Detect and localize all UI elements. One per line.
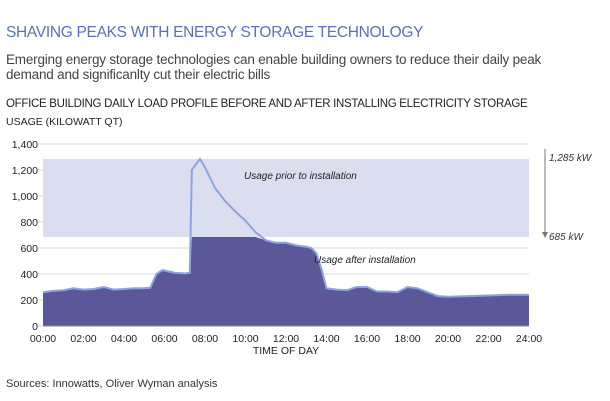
- x-tick-label: 24:00: [516, 333, 542, 345]
- x-tick-label: 10:00: [232, 333, 258, 345]
- series-label-after: Usage after installation: [314, 255, 416, 266]
- band-label-bottom: 685 kW: [549, 232, 584, 243]
- y-tick-label: 800: [20, 217, 38, 229]
- source-note: Sources: Innowatts, Oliver Wyman analysi…: [6, 378, 218, 390]
- after-installation-area: [43, 236, 529, 326]
- y-tick-label: 200: [20, 295, 38, 307]
- band-label-top: 1,285 kW: [549, 153, 593, 164]
- subtitle: Emerging energy storage technologies can…: [6, 52, 542, 82]
- before-installation-line: [42, 157, 529, 298]
- x-tick-label: 20:00: [435, 333, 461, 345]
- y-axis-label: USAGE (KILOWATT QT): [6, 116, 123, 128]
- x-tick-label: 04:00: [111, 333, 137, 345]
- x-axis-label: TIME OF DAY: [253, 345, 319, 357]
- y-tick-label: 600: [20, 243, 38, 255]
- x-tick-label: 12:00: [273, 333, 299, 345]
- x-tick-label: 16:00: [354, 333, 380, 345]
- x-tick-label: 00:00: [30, 333, 56, 345]
- x-tick-label: 02:00: [70, 333, 96, 345]
- page-title: SHAVING PEAKS WITH ENERGY STORAGE TECHNO…: [6, 24, 424, 41]
- y-tick-label: 0: [32, 321, 38, 333]
- arrow-head-icon: [542, 231, 548, 238]
- y-tick-label: 400: [20, 269, 38, 281]
- y-tick-label: 1,000: [12, 191, 38, 203]
- chart-title: OFFICE BUILDING DAILY LOAD PROFILE BEFOR…: [6, 98, 528, 110]
- shaved-peak-band: [43, 158, 529, 237]
- y-tick-label: 1,200: [12, 165, 38, 177]
- x-tick-label: 22:00: [475, 333, 501, 345]
- x-tick-label: 08:00: [192, 333, 218, 345]
- x-tick-label: 06:00: [151, 333, 177, 345]
- x-tick-label: 14:00: [313, 333, 339, 345]
- y-tick-label: 1,400: [12, 139, 38, 151]
- series-label-before: Usage prior to installation: [244, 171, 357, 182]
- x-tick-label: 18:00: [394, 333, 420, 345]
